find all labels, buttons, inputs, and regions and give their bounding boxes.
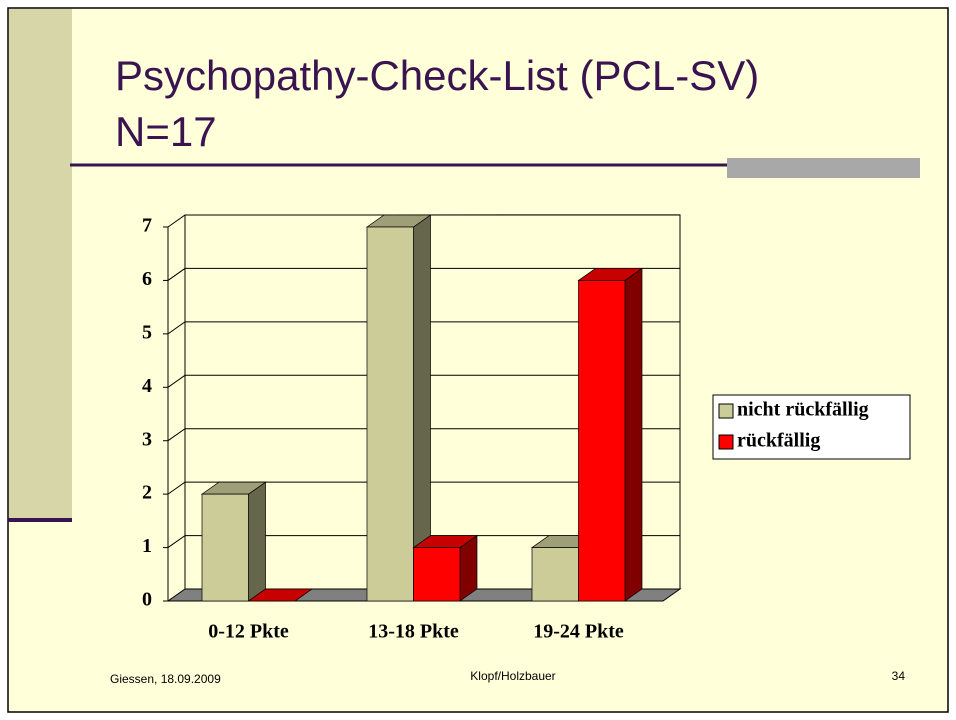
footer-right: 34 (892, 669, 906, 683)
x-tick-label: 0-12 Pkte (208, 621, 289, 643)
bar-front (366, 226, 414, 602)
bar (200, 481, 267, 602)
title-accent (727, 158, 920, 178)
bar-front (578, 280, 626, 602)
legend-box (712, 394, 911, 460)
bar (365, 214, 432, 602)
bar (577, 267, 644, 602)
y-tick-label: 3 (142, 428, 152, 450)
title-line: N=17 (115, 108, 217, 155)
legend-swatch (718, 403, 734, 419)
grid-line (167, 481, 680, 495)
bar (247, 588, 314, 602)
footer-center: Klopf/Holzbauer (470, 669, 555, 683)
y-tick-label: 1 (142, 535, 152, 557)
y-tick-label: 5 (142, 321, 152, 343)
footer-left: Giessen, 18.09.2009 (110, 672, 221, 686)
grid-line (167, 428, 680, 442)
grid-line (167, 267, 680, 281)
side-strip (9, 9, 72, 520)
bar-front (201, 493, 249, 602)
grid-line (167, 321, 680, 335)
x-tick-label: 13-18 Pkte (368, 621, 459, 643)
legend-label: rückfällig (737, 430, 820, 452)
grid-line (167, 535, 680, 548)
x-tick-label: 19-24 Pkte (533, 621, 624, 643)
y-tick-label: 0 (142, 589, 152, 611)
y-tick-label: 7 (142, 215, 152, 237)
y-tick-label: 2 (142, 482, 152, 504)
bar-top (247, 588, 314, 602)
chart: 0 1 2 3 4 5 6 7 0-12 Pkte 13-18 Pkte 19-24 Pkte nic… (142, 214, 911, 643)
bar-side (248, 481, 266, 602)
bar-front (531, 547, 579, 602)
bar-front (413, 547, 461, 602)
grid-line (167, 214, 680, 228)
title-line: Psychopathy-Check-List (PCL-SV) (115, 52, 759, 99)
legend-label: nicht rückfällig (737, 399, 869, 421)
grid-line (167, 374, 680, 388)
legend-swatch (718, 434, 734, 450)
bar (412, 534, 479, 602)
y-tick-label: 6 (142, 268, 152, 290)
bar-side (624, 267, 643, 602)
y-tick-label: 4 (142, 375, 152, 397)
